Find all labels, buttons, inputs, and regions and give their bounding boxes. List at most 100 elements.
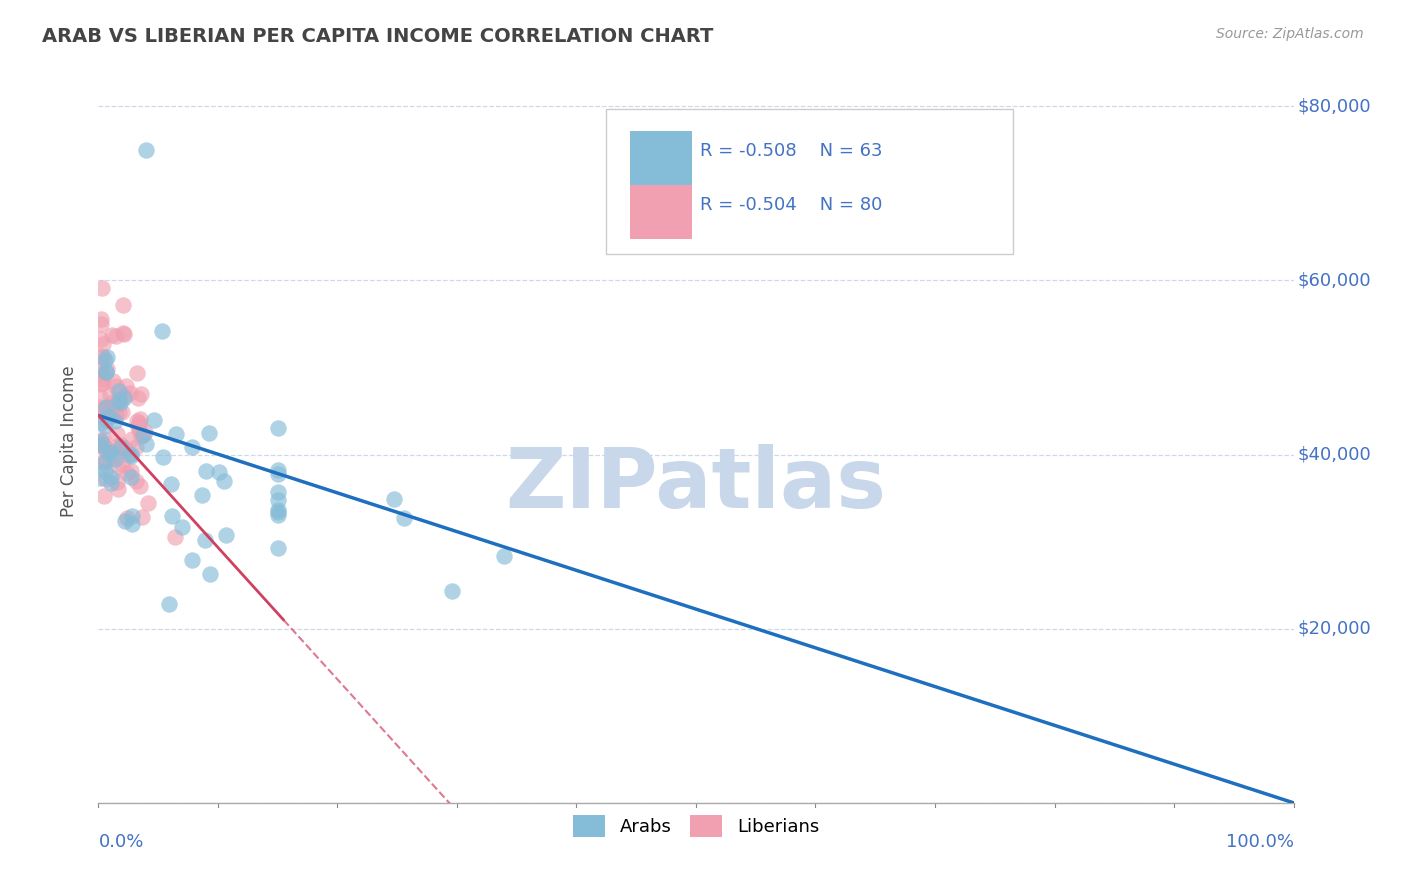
Point [112, 389, 135, 403]
Point [105, 328, 128, 343]
Point [105, 427, 128, 442]
Point [94, 401, 117, 415]
Point [128, 423, 150, 437]
Point [136, 496, 159, 510]
Point [159, 477, 181, 491]
Point [125, 366, 148, 380]
FancyBboxPatch shape [630, 185, 692, 239]
Point [494, 549, 516, 563]
Point [170, 520, 193, 534]
Point [104, 414, 127, 428]
Point [215, 528, 238, 542]
Point [90, 434, 112, 449]
Point [90, 317, 112, 331]
Point [114, 379, 136, 393]
Point [105, 439, 128, 453]
Point [96, 442, 118, 457]
Text: 0.0%: 0.0% [98, 833, 143, 851]
Point [129, 387, 152, 401]
Point [191, 487, 214, 501]
Point [94, 472, 117, 486]
Text: ZIPatlas: ZIPatlas [506, 444, 886, 525]
Point [101, 394, 124, 409]
Point [89, 390, 111, 404]
Point [94, 400, 117, 414]
Point [105, 409, 128, 423]
Point [129, 429, 152, 443]
Point [89, 471, 111, 485]
Point [100, 444, 122, 458]
Point [180, 440, 202, 454]
Text: $40,000: $40,000 [1298, 446, 1371, 464]
Point [114, 441, 136, 455]
Text: ARAB VS LIBERIAN PER CAPITA INCOME CORRELATION CHART: ARAB VS LIBERIAN PER CAPITA INCOME CORRE… [42, 27, 714, 45]
Point [111, 405, 134, 419]
FancyBboxPatch shape [630, 131, 692, 185]
Text: $60,000: $60,000 [1298, 271, 1371, 290]
Point [90, 349, 112, 363]
Point [90, 367, 112, 381]
Point [115, 467, 138, 481]
Point [142, 413, 165, 427]
Point [114, 514, 136, 528]
Point [125, 440, 148, 454]
Point [108, 393, 131, 408]
Point [181, 553, 204, 567]
Point [100, 470, 122, 484]
Point [392, 511, 415, 525]
Point [120, 463, 142, 477]
Point [110, 440, 132, 454]
Point [112, 391, 135, 405]
Point [267, 508, 290, 522]
Point [89, 408, 111, 422]
Y-axis label: Per Capita Income: Per Capita Income [59, 366, 77, 517]
Point [107, 483, 129, 497]
Point [163, 530, 186, 544]
Point [100, 409, 122, 423]
Point [267, 505, 290, 519]
Point [195, 464, 218, 478]
Point [97, 409, 120, 423]
Point [108, 391, 131, 405]
Point [89, 438, 111, 452]
Point [125, 414, 148, 428]
Point [101, 327, 124, 342]
Point [90, 376, 112, 391]
Point [267, 485, 290, 500]
Point [157, 597, 180, 611]
Point [91, 351, 114, 365]
Point [111, 326, 134, 340]
Point [131, 509, 153, 524]
Point [200, 566, 222, 581]
Point [111, 457, 134, 471]
Point [121, 508, 143, 523]
Point [208, 465, 231, 479]
Point [93, 418, 115, 433]
Point [267, 467, 290, 481]
Point [152, 450, 174, 464]
Point [104, 452, 127, 467]
Point [127, 391, 149, 405]
Point [128, 479, 150, 493]
Point [120, 450, 142, 464]
Text: 100.0%: 100.0% [1226, 833, 1294, 851]
Point [128, 417, 150, 432]
Point [90, 377, 112, 392]
Text: $80,000: $80,000 [1298, 97, 1371, 115]
Text: Source: ZipAtlas.com: Source: ZipAtlas.com [1216, 27, 1364, 41]
Point [267, 503, 290, 517]
Point [382, 491, 405, 506]
Point [194, 533, 217, 548]
Point [90, 416, 112, 430]
Point [94, 442, 117, 456]
Point [91, 432, 114, 446]
Point [97, 446, 120, 460]
FancyBboxPatch shape [606, 109, 1012, 253]
Point [93, 438, 115, 452]
Point [115, 511, 138, 525]
Point [198, 425, 221, 440]
Point [100, 475, 122, 490]
Point [212, 474, 235, 488]
Point [93, 401, 115, 416]
Point [107, 405, 129, 419]
